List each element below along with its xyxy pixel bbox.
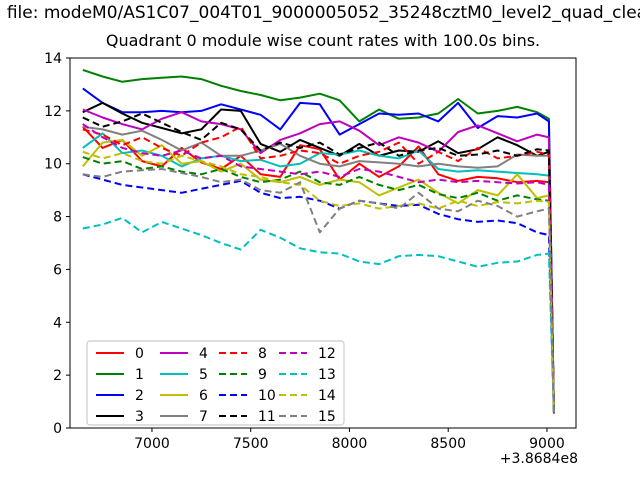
legend-label-6: 6 [199,388,208,404]
x-tick-label: 8000 [332,436,368,452]
series-line-9 [82,156,555,413]
series-line-11 [82,112,555,411]
legend-box [86,340,345,426]
series-line-4 [82,108,555,410]
legend-label-0: 0 [135,346,144,362]
figure-file-title: a file: modeM0/AS1C07_004T01_9000005052_… [0,3,640,23]
legend-label-7: 7 [199,409,208,425]
legend-label-2: 2 [135,388,144,404]
series-line-13 [82,216,555,415]
legend-label-11: 11 [258,409,276,425]
y-tick-label: 10 [44,157,62,173]
y-tick-label: 4 [53,315,62,331]
legend-label-10: 10 [258,388,276,404]
series-line-7 [82,125,555,411]
x-tick-label: 9000 [529,436,565,452]
legend-label-15: 15 [318,409,336,425]
x-axis-offset-label: +3.8684e8 [500,451,578,467]
series-line-10 [82,173,555,414]
legend-label-3: 3 [135,409,144,425]
legend-label-13: 13 [318,367,336,383]
legend-label-1: 1 [135,367,144,383]
series-line-3 [82,101,555,411]
series-line-2 [82,87,555,410]
series-line-1 [82,68,555,410]
axes-frame [69,57,577,429]
y-tick-label: 8 [53,210,62,226]
series-line-5 [82,132,555,411]
x-tick-label: 7000 [134,436,170,452]
legend-label-4: 4 [199,346,208,362]
legend-label-5: 5 [199,367,208,383]
series-line-8 [82,125,555,411]
series-line-15 [82,168,555,414]
series-line-12 [82,123,555,413]
plot-title: Quadrant 0 module wise count rates with … [105,31,541,50]
x-tick-label: 7500 [233,436,269,452]
x-tick-label: 8500 [430,436,466,452]
y-tick-label: 0 [53,421,62,437]
y-tick-label: 6 [53,262,62,278]
y-tick-label: 12 [44,104,62,120]
legend-label-8: 8 [258,346,267,362]
y-tick-label: 14 [44,51,62,67]
y-tick-label: 2 [53,368,62,384]
series-line-14 [82,150,555,413]
legend-label-12: 12 [318,346,336,362]
legend-label-9: 9 [258,367,267,383]
legend-label-14: 14 [318,388,336,404]
